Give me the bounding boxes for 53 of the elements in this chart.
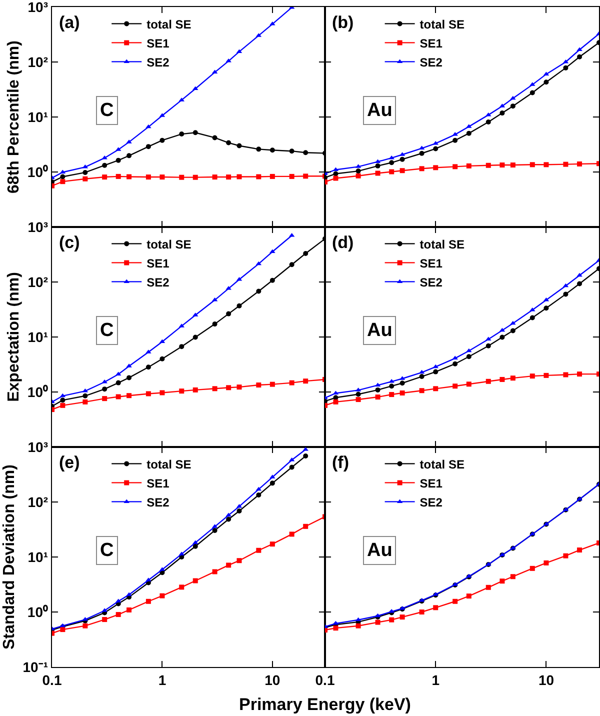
annotation: (d) <box>332 233 354 252</box>
annotation: Au <box>367 100 392 121</box>
legend-label: SE2 <box>420 55 443 70</box>
annotation: (e) <box>59 453 80 472</box>
x-tick-label: 1 <box>432 672 440 688</box>
y-tick-label: 10⁰ <box>27 164 48 180</box>
legend-label: SE1 <box>146 256 170 270</box>
legend-label: SE2 <box>146 495 170 510</box>
legend-label: SE2 <box>146 275 170 290</box>
y-axis-title: Standard Deviation (nm) <box>0 464 18 650</box>
legend-label: SE2 <box>146 55 170 70</box>
y-tick-label: 10³ <box>28 218 48 235</box>
annotation: (f) <box>332 453 349 472</box>
annotation: (b) <box>332 13 354 32</box>
y-tick-label: 10¹ <box>28 108 48 125</box>
y-tick-label: 10³ <box>28 0 48 15</box>
annotation: Au <box>367 540 392 561</box>
legend-label: total SE <box>146 457 192 472</box>
y-tick-label: 10² <box>28 274 48 290</box>
legend-label: SE1 <box>146 36 170 50</box>
annotation: Au <box>367 320 392 341</box>
y-tick-label: 10¹ <box>28 328 48 345</box>
legend-label: total SE <box>146 17 192 32</box>
annotation: C <box>100 320 114 341</box>
y-axis-title: Expectation (nm) <box>5 272 22 402</box>
y-tick-label: 10⁰ <box>27 384 48 400</box>
legend-label: SE1 <box>420 256 443 270</box>
legend-label: total SE <box>420 17 464 32</box>
annotation: C <box>100 100 114 121</box>
x-tick-label: 0.1 <box>42 672 62 688</box>
annotation: (a) <box>59 13 80 32</box>
legend-label: SE1 <box>146 476 170 490</box>
legend-label: total SE <box>420 237 464 252</box>
y-tick-label: 10⁰ <box>27 604 48 620</box>
y-axis-title: 68th Percentile (nm) <box>5 40 22 194</box>
y-tick-label: 10² <box>28 54 48 70</box>
legend-label: SE1 <box>420 476 443 490</box>
legend-label: SE2 <box>420 495 443 510</box>
legend-label: total SE <box>420 457 464 472</box>
annotation: (c) <box>59 233 80 252</box>
x-tick-label: 0.1 <box>315 672 335 688</box>
legend-label: SE2 <box>420 275 443 290</box>
legend-label: total SE <box>146 237 192 252</box>
x-tick-label: 10 <box>264 672 280 688</box>
x-tick-label: 10 <box>538 672 554 688</box>
y-tick-label: 10² <box>28 494 48 510</box>
y-tick-label: 10¹ <box>28 548 48 565</box>
x-axis-title: Primary Energy (keV) <box>239 695 411 714</box>
y-tick-label: 10³ <box>28 438 48 455</box>
y-tick-label: 10⁻¹ <box>22 658 48 675</box>
x-tick-label: 1 <box>158 672 166 688</box>
legend-label: SE1 <box>420 36 443 50</box>
annotation: C <box>100 540 114 561</box>
